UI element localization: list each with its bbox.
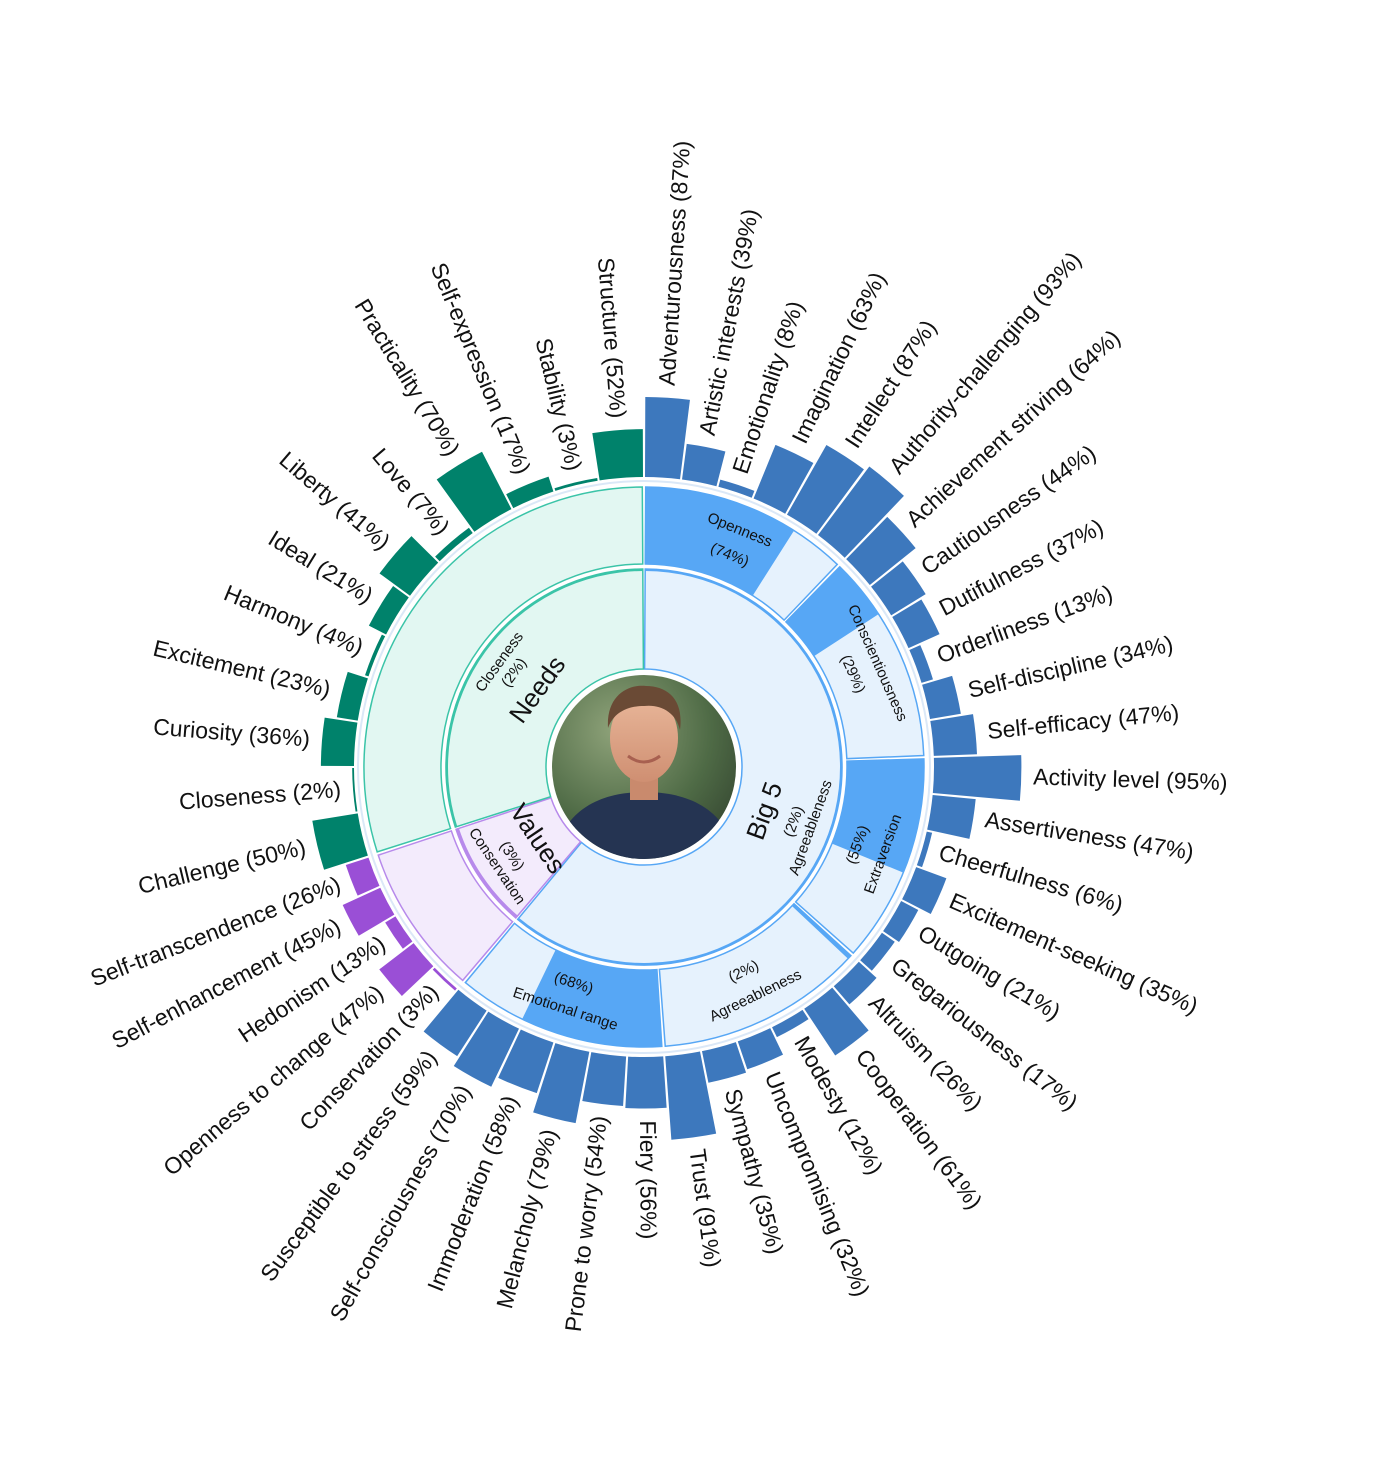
big5-trait-bar (682, 443, 726, 487)
needs-trait-bar (436, 451, 512, 532)
big5-trait-bar (922, 675, 961, 719)
big5-trait-bar (833, 961, 877, 1005)
values-trait-bar (379, 943, 434, 996)
big5-trait-bar (902, 867, 947, 914)
big5-category-fill (831, 758, 924, 873)
big5-category-segment (658, 902, 852, 1047)
needs-trait-label: Stability (3%) (530, 335, 587, 473)
big5-trait-bar (916, 831, 933, 868)
photo-face (610, 694, 678, 782)
needs-trait-bar (592, 429, 643, 481)
needs-trait-bar (365, 634, 386, 677)
needs-trait-label: Structure (52%) (593, 257, 632, 420)
big5-trait-bar (423, 989, 487, 1057)
big5-trait-bar (498, 1029, 554, 1094)
needs-trait-bar (368, 586, 409, 635)
big5-trait-bar (582, 1052, 627, 1107)
big5-trait-label: Fiery (56%) (635, 1120, 662, 1239)
big5-trait-bar (892, 599, 940, 649)
big5-category-fill (791, 903, 851, 959)
big5-trait-bar (453, 1011, 519, 1087)
values-trait-bar (345, 857, 380, 896)
big5-trait-bar (930, 714, 977, 756)
needs-trait-bar (312, 813, 368, 870)
big5-category-fill (785, 566, 879, 657)
big5-trait-label: Assertiveness (47%) (983, 806, 1195, 865)
big5-trait-bar (927, 794, 976, 839)
big5-trait-bar (625, 1056, 667, 1109)
big5-trait-bar (883, 901, 919, 943)
big5-trait-bar (871, 561, 926, 616)
values-category-segment (377, 829, 514, 982)
big5-trait-bar (665, 1051, 717, 1140)
needs-trait-label: Curiosity (36%) (152, 713, 311, 751)
big5-trait-label: Adventurousness (87%) (654, 140, 696, 387)
outer-separator-ring (357, 480, 931, 1054)
needs-trait-bar (336, 671, 368, 721)
needs-trait-bar (320, 717, 358, 766)
big5-trait-bar (846, 516, 916, 586)
big5-trait-bar (753, 444, 814, 514)
big5-category-fill (522, 949, 662, 1047)
big5-trait-bar (932, 755, 1022, 801)
big5-trait-label: Prone to worry (54%) (560, 1114, 612, 1333)
needs-trait-bar (506, 476, 554, 509)
photo-hair (607, 685, 681, 730)
needs-category-segment (363, 486, 644, 853)
needs-trait-bar (554, 478, 598, 491)
big5-trait-bar (737, 1028, 784, 1070)
values-trait-bar (385, 916, 413, 949)
big5-trait-bar (786, 445, 864, 534)
needs-trait-label: Challenge (50%) (136, 834, 309, 899)
needs-trait-label: Excitement (23%) (151, 635, 334, 703)
big5-trait-bar (817, 466, 904, 558)
big5-trait-bar (533, 1043, 590, 1124)
needs-trait-bar (352, 768, 358, 812)
big5-trait-bar (804, 987, 869, 1056)
photo-smile (627, 754, 661, 764)
needs-trait-label: Closeness (2%) (178, 776, 342, 815)
center-photo (552, 675, 736, 859)
big5-trait-bar (645, 396, 690, 480)
values-trait-bar (342, 887, 395, 936)
big5-trait-label: Trust (91%) (684, 1147, 726, 1269)
big5-trait-bar (718, 479, 755, 498)
big5-trait-label: Self-efficacy (47%) (986, 699, 1180, 744)
big5-trait-label: Uncompromising (32%) (760, 1068, 875, 1300)
big5-trait-bar (860, 932, 895, 971)
big5-trait-label: Activity level (95%) (1033, 763, 1228, 795)
big5-trait-label: Cooperation (61%) (851, 1044, 988, 1214)
sunburst-rings (312, 396, 1022, 1140)
needs-trait-bar (435, 527, 473, 562)
needs-trait-bar (379, 536, 439, 596)
values-trait-bar (432, 967, 457, 991)
big5-category-fill (645, 487, 794, 596)
big5-trait-bar (701, 1042, 747, 1083)
big5-trait-bar (909, 645, 933, 683)
big5-trait-bar (772, 1009, 809, 1038)
